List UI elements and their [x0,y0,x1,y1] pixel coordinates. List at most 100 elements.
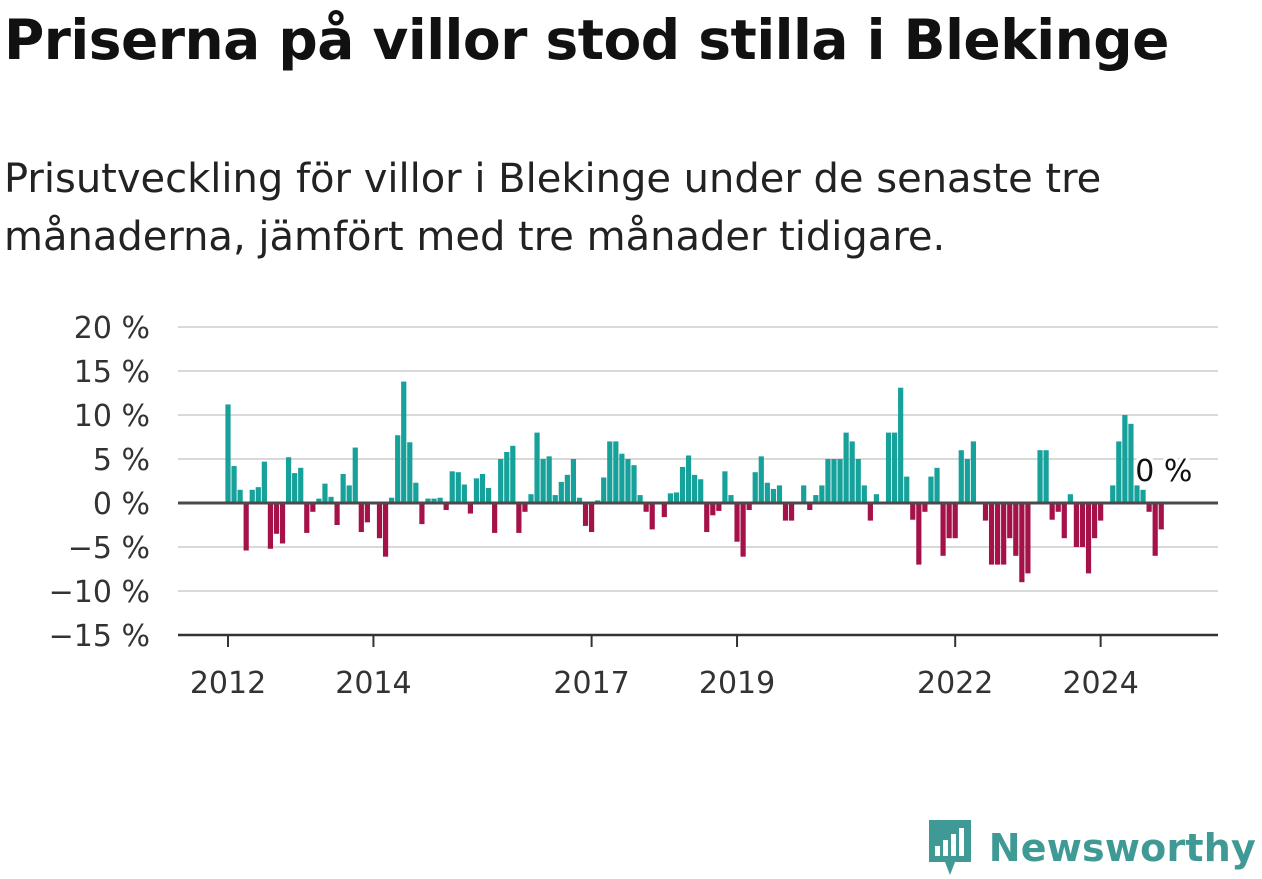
bar [837,459,843,503]
bar [473,478,480,503]
bar [1098,503,1104,521]
bar [376,503,383,539]
bar [898,387,904,503]
bar [498,459,504,503]
bar [249,489,255,503]
brand-name: Newsworthy [988,826,1256,870]
bar [522,503,528,512]
bar [928,476,934,503]
bar [516,503,522,533]
bar [922,503,928,512]
bar [734,503,740,542]
y-tick-label: 5 % [93,443,150,478]
bar [637,495,643,503]
bar [352,447,358,503]
bar [722,471,728,503]
bar [885,432,892,503]
bar [861,485,867,503]
bar [964,459,970,503]
bar [479,473,486,503]
bar [934,467,940,503]
bar [364,503,370,523]
bar [298,467,304,503]
bar [746,503,752,511]
bar [449,471,455,503]
bar [546,456,552,503]
bar [425,498,431,503]
bar [528,494,534,503]
x-tick-label: 2022 [917,666,993,701]
bar [492,503,498,533]
bar [310,503,316,512]
bar [667,493,673,503]
bar [589,503,595,533]
bar [988,503,995,565]
bar [855,459,861,503]
bar [904,476,910,503]
brand: Newsworthy [925,818,1256,878]
bar [1067,494,1073,503]
bar [322,483,328,503]
chart-title: Priserna på villor stod stilla i Bleking… [4,8,1169,72]
chart-subtitle: Prisutveckling för villor i Blekinge und… [4,156,1102,260]
bar-chart-speech-bubble-icon [928,820,971,875]
bar [304,503,310,533]
bar [1122,415,1128,503]
bar [807,503,813,511]
bar [910,503,916,520]
bar [334,503,340,525]
bar [316,498,322,503]
bar [401,381,407,503]
bar [1146,503,1152,512]
bar [485,488,492,503]
bar [1025,503,1031,574]
bar [582,503,589,526]
bars [225,381,1164,583]
bar [231,466,237,503]
bar [1079,503,1086,547]
bar [1037,450,1043,503]
bar [443,503,449,511]
bar [286,457,292,503]
bar [819,485,825,503]
bar [1055,503,1061,512]
x-tick-label: 2017 [553,666,629,701]
bar [940,503,946,556]
bar [1013,503,1019,556]
grid-lines [178,326,1218,592]
bar [758,456,764,503]
bar [892,432,898,503]
bar [873,494,880,503]
bar [710,503,716,516]
bar [431,498,437,503]
bar [1134,485,1140,503]
bar [395,435,401,503]
last-value-label: 0 % [1135,454,1192,489]
bar [782,503,789,521]
bar [607,441,613,503]
bar [273,503,280,534]
bar [764,482,770,503]
bar [1043,450,1049,503]
x-tick-label: 2019 [699,666,775,701]
bar [279,503,286,544]
bar [995,503,1001,565]
last-value-callout: 0 % [1132,451,1196,493]
bar [510,445,516,503]
bar [788,503,795,521]
bar [970,441,976,503]
bar [243,503,249,551]
bar [552,495,558,503]
bar [413,482,419,503]
bar [255,487,261,503]
bar [570,459,577,503]
bar [267,503,274,549]
bar [576,497,583,503]
y-tick-label: 10 % [74,399,150,434]
bar [952,503,958,539]
bar [1091,503,1098,539]
bar [728,495,734,503]
y-tick-label: −10 % [49,575,150,610]
x-tick-label: 2024 [1062,666,1138,701]
bar-chart: 20 %15 %10 %5 %0 %−5 %−10 %−15 % 2012 201… [49,311,1218,701]
